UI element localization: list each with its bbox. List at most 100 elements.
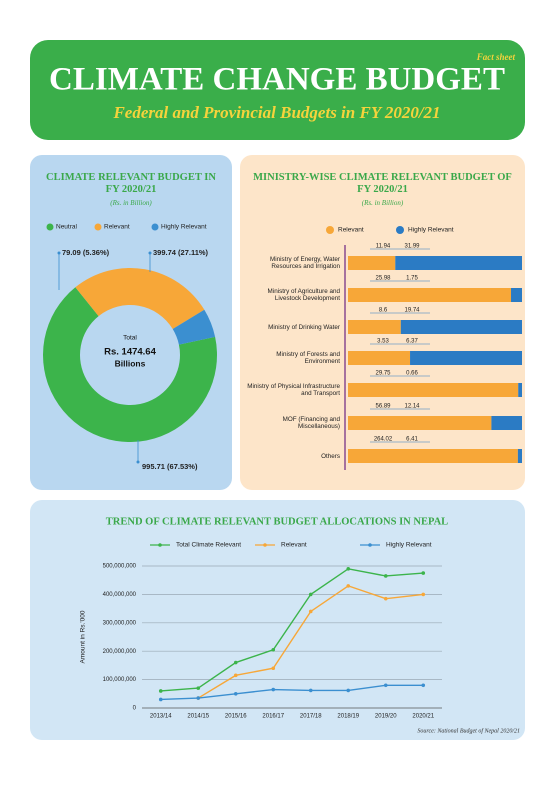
point (271, 647, 276, 652)
bar-segment (410, 351, 522, 365)
bar-segment (348, 416, 492, 430)
legend-swatch (46, 223, 54, 231)
x-tick-label: 2015/16 (225, 714, 247, 720)
value-label: 25.98 (375, 276, 391, 282)
category-label: MOF (Financing and Miscellaneous) (282, 416, 340, 431)
bar-segment (348, 383, 519, 397)
legend-marker (263, 543, 267, 547)
donut-slice (172, 309, 216, 345)
bar-segment (517, 449, 522, 463)
y-tick-label: 200,000,000 (103, 649, 137, 655)
point (383, 683, 388, 688)
point (346, 688, 351, 693)
x-tick-label: 2016/17 (262, 714, 284, 720)
value-label: 3.53 (377, 339, 389, 345)
point (308, 609, 313, 614)
point (421, 571, 426, 575)
point (346, 567, 351, 571)
bar-segment (348, 320, 401, 334)
source: Source: National Budget of Nepal 2020/21 (417, 727, 520, 734)
title: CLIMATE CHANGE BUDGET (49, 62, 505, 98)
value-label: 19.74 (404, 308, 420, 314)
point (346, 584, 351, 588)
point (308, 688, 313, 693)
value-label: 29.75 (375, 371, 391, 377)
x-tick-label: 2020/21 (412, 714, 434, 720)
value-label: 0.66 (406, 371, 418, 377)
legend-swatch (94, 223, 102, 231)
point (233, 692, 238, 696)
value-label: 79.09 (5.36%) (62, 248, 110, 257)
value-label: 995.71 (67.53%) (142, 462, 198, 471)
x-tick-label: 2019/20 (375, 714, 397, 720)
value-label: 12.14 (404, 404, 420, 410)
chart-subtitle: (Rs. in Billion) (361, 199, 404, 207)
leader-dot (136, 460, 140, 464)
chart-subtitle: (Rs. in Billion) (110, 199, 152, 207)
point (233, 660, 238, 665)
value-label: 399.74 (27.11%) (153, 248, 209, 257)
chart-title: MINISTRY-WISE CLIMATE RELEVANT BUDGET OF… (253, 172, 512, 196)
category-label: Others (321, 452, 340, 460)
tag: Fact sheet (476, 52, 516, 62)
value-label: 56.89 (375, 404, 391, 410)
value-label: 6.41 (406, 437, 418, 443)
bar-segment (348, 449, 518, 463)
legend-swatch (396, 226, 404, 234)
point (271, 687, 276, 692)
legend-marker (158, 543, 162, 547)
y-tick-label: 300,000,000 (103, 620, 137, 626)
bar-segment (348, 351, 411, 365)
category-label: Ministry of Forests and Environment (276, 351, 340, 366)
bar-segment (348, 256, 396, 270)
legend-label: Highly Relevant (161, 224, 207, 231)
header-box (30, 40, 525, 140)
category-label: Ministry of Energy, Water Resources and … (270, 256, 340, 271)
bar-segment (348, 288, 512, 302)
subtitle: Federal and Provincial Budgets in FY 202… (112, 103, 440, 122)
line-series (160, 684, 424, 701)
y-tick-label: 400,000,000 (103, 592, 137, 598)
legend-label: Relevant (104, 224, 130, 231)
legend-label: Neutral (56, 224, 78, 231)
value-label: 1.75 (406, 276, 418, 282)
category-label: Ministry of Physical Infrastructure and … (247, 383, 340, 398)
value-label: 264.02 (374, 437, 393, 443)
value-label: 6.37 (406, 339, 418, 345)
point (158, 689, 163, 693)
legend-marker (368, 543, 372, 547)
point (233, 673, 238, 678)
point (421, 683, 426, 688)
category-label: Ministry of Agriculture and Livestock De… (267, 288, 340, 303)
value-label: 11.94 (376, 244, 391, 250)
point (421, 592, 426, 597)
point (158, 697, 163, 702)
point (383, 574, 388, 578)
legend-label: Relevant (338, 227, 364, 234)
point (383, 596, 388, 601)
center-label: Billions (115, 358, 146, 368)
bar-segment (511, 288, 522, 302)
point (308, 592, 313, 597)
line-series (160, 568, 424, 692)
chart-title: CLIMATE RELEVANT BUDGET IN FY 2020/21 (46, 172, 216, 196)
x-tick-label: 2017/18 (300, 714, 322, 720)
donut-slice (43, 287, 218, 443)
bar-segment (491, 416, 522, 430)
panel (30, 500, 525, 740)
point (196, 686, 201, 690)
point (271, 666, 276, 671)
legend-swatch (151, 223, 159, 231)
value-label: 31.99 (404, 244, 420, 250)
bar-segment (518, 383, 522, 397)
y-tick-label: 0 (133, 706, 137, 712)
center-label: Total (123, 335, 137, 342)
bar-segment (395, 256, 522, 270)
point (196, 696, 201, 700)
leader-dot (148, 251, 152, 255)
value-label: 8.6 (379, 308, 388, 314)
y-tick-label: 100,000,000 (103, 677, 137, 683)
legend-swatch (326, 226, 334, 234)
